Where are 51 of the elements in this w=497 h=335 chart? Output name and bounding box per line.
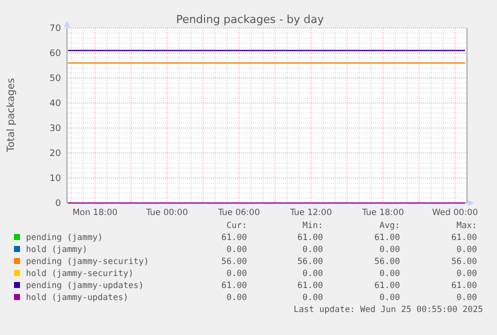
chart-title: Pending packages - by day: [176, 13, 324, 26]
text: 0.00: [380, 269, 400, 279]
y-tick-label: 40: [50, 98, 62, 109]
legend-label: hold (jammy-updates): [26, 293, 128, 303]
text: Min:: [302, 221, 323, 231]
x-tick-label: Tue 12:00: [289, 208, 332, 218]
text: 0.00: [226, 269, 247, 279]
x-tick-label: Tue 06:00: [217, 208, 260, 218]
text: 0.00: [302, 245, 323, 255]
y-tick-label: 60: [50, 48, 62, 59]
y-tick-label: 70: [50, 24, 62, 34]
y-tick-label: 30: [50, 124, 62, 134]
y-tick-label: 50: [50, 74, 62, 84]
text: 61.00: [374, 281, 400, 291]
text: 0.00: [380, 293, 400, 303]
text: Avg:: [380, 221, 400, 231]
text: 61.00: [221, 281, 247, 291]
y-axis-title: Total packages: [6, 78, 17, 153]
text: 61.00: [297, 233, 323, 243]
text: Last update: Wed Jun 25 00:55:00 2025: [294, 305, 483, 315]
text: 0.00: [302, 293, 323, 303]
y-tick-label: 20: [50, 148, 62, 159]
x-tick-label: Wed 00:00: [432, 208, 478, 218]
text: 0.00: [380, 245, 400, 255]
text: 56.00: [221, 257, 247, 267]
text: 0.00: [302, 269, 323, 279]
text: 0.00: [456, 245, 477, 255]
y-tick-label: 10: [50, 174, 62, 184]
legend-label: hold (jammy-security): [26, 269, 134, 279]
text: 61.00: [451, 281, 477, 291]
text: 0.00: [456, 269, 477, 279]
legend-label: hold (jammy): [26, 245, 88, 255]
x-tick-label: Tue 00:00: [145, 208, 188, 218]
legend-label: pending (jammy-security): [26, 257, 149, 267]
text: 56.00: [451, 257, 477, 267]
x-tick-label: Mon 18:00: [72, 208, 118, 218]
text: 61.00: [451, 233, 477, 243]
text: 61.00: [297, 281, 323, 291]
text: 61.00: [221, 233, 247, 243]
text: Max:: [456, 221, 477, 231]
text: 0.00: [226, 245, 247, 255]
text: 56.00: [374, 257, 400, 267]
y-tick-label: 0: [55, 198, 62, 209]
x-tick-label: Tue 18:00: [361, 208, 404, 218]
legend-label: pending (jammy): [26, 233, 103, 243]
text: Cur:: [226, 221, 247, 231]
legend-label: pending (jammy-updates): [26, 281, 144, 291]
text: 0.00: [226, 293, 247, 303]
text: 56.00: [297, 257, 323, 267]
text: 0.00: [456, 293, 477, 303]
text: 61.00: [374, 233, 400, 243]
